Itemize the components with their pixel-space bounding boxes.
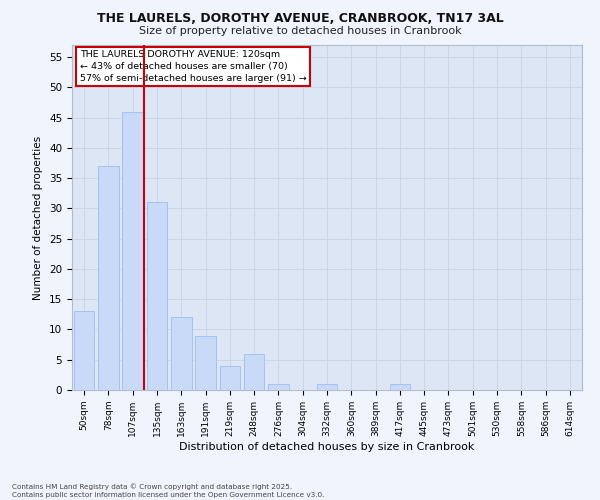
- Bar: [195, 336, 216, 390]
- Bar: [268, 384, 289, 390]
- Bar: [389, 384, 410, 390]
- Text: THE LAURELS, DOROTHY AVENUE, CRANBROOK, TN17 3AL: THE LAURELS, DOROTHY AVENUE, CRANBROOK, …: [97, 12, 503, 26]
- X-axis label: Distribution of detached houses by size in Cranbrook: Distribution of detached houses by size …: [179, 442, 475, 452]
- Bar: [244, 354, 265, 390]
- Bar: [122, 112, 143, 390]
- Bar: [146, 202, 167, 390]
- Text: Size of property relative to detached houses in Cranbrook: Size of property relative to detached ho…: [139, 26, 461, 36]
- Bar: [171, 318, 191, 390]
- Y-axis label: Number of detached properties: Number of detached properties: [34, 136, 43, 300]
- Bar: [98, 166, 119, 390]
- Bar: [220, 366, 240, 390]
- Bar: [317, 384, 337, 390]
- Bar: [74, 312, 94, 390]
- Text: THE LAURELS DOROTHY AVENUE: 120sqm
← 43% of detached houses are smaller (70)
57%: THE LAURELS DOROTHY AVENUE: 120sqm ← 43%…: [80, 50, 307, 83]
- Text: Contains HM Land Registry data © Crown copyright and database right 2025.
Contai: Contains HM Land Registry data © Crown c…: [12, 483, 325, 498]
